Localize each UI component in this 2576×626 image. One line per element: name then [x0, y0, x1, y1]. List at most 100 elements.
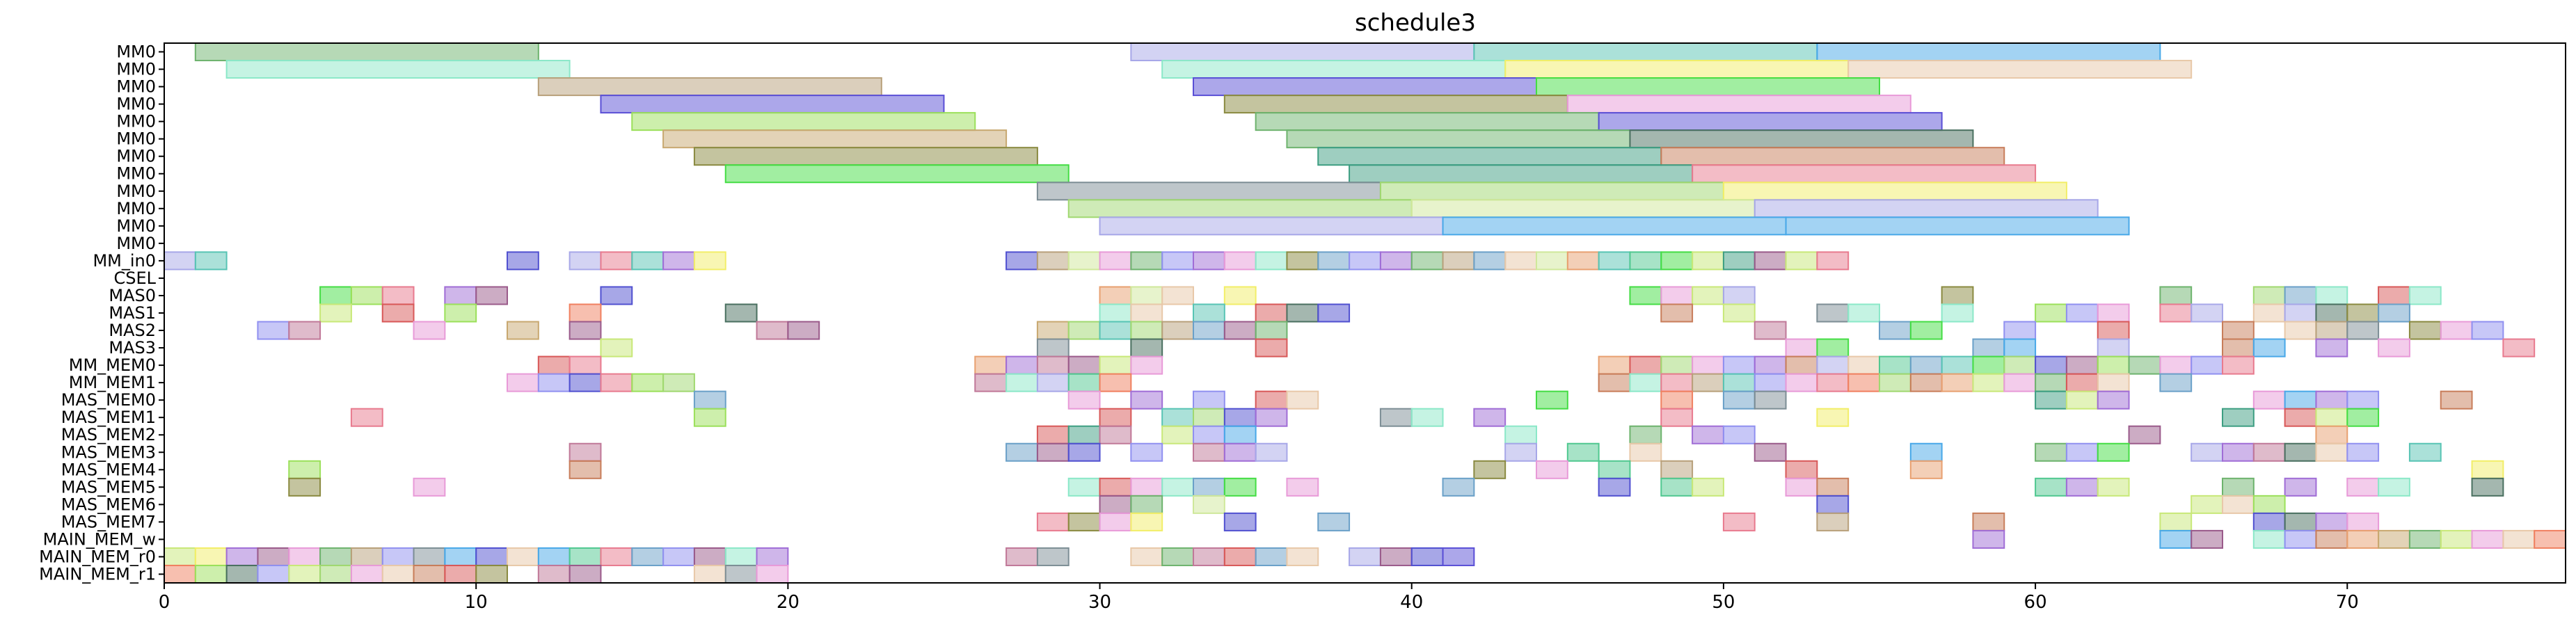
- schedule-bar: [1005, 547, 1038, 566]
- schedule-bar: [2284, 529, 2317, 549]
- schedule-bar: [1972, 338, 2005, 358]
- schedule-bar: [1566, 95, 1911, 114]
- schedule-bar: [1099, 321, 1132, 340]
- schedule-bar: [2097, 338, 2130, 358]
- schedule-bar: [2315, 321, 2348, 340]
- schedule-bar: [537, 77, 882, 97]
- schedule-bar: [2191, 495, 2224, 514]
- schedule-bar: [1660, 286, 1694, 305]
- x-tick-label: 70: [2336, 592, 2359, 613]
- schedule-bar: [1223, 95, 1568, 114]
- y-tick-label: MAS_MEM1: [61, 408, 156, 427]
- schedule-bar: [2284, 321, 2317, 340]
- schedule-bar: [1598, 355, 1631, 375]
- schedule-bar: [600, 547, 633, 566]
- schedule-bar: [1099, 286, 1132, 305]
- schedule-bar: [1161, 477, 1194, 497]
- schedule-bar: [2502, 529, 2536, 549]
- schedule-bar: [1660, 251, 1694, 271]
- schedule-bar: [537, 547, 571, 566]
- schedule-bar: [1223, 251, 1257, 271]
- schedule-bar: [1722, 303, 1756, 323]
- schedule-bar: [1067, 442, 1101, 462]
- schedule-bar: [1223, 321, 1257, 340]
- schedule-bar: [1036, 338, 1070, 358]
- schedule-bar: [2284, 286, 2317, 305]
- schedule-bar: [2097, 355, 2130, 375]
- schedule-bar: [1223, 477, 1257, 497]
- schedule-bar: [631, 112, 976, 131]
- schedule-bar: [2315, 442, 2348, 462]
- schedule-bar: [1130, 355, 1163, 375]
- schedule-bar: [2284, 512, 2317, 531]
- schedule-bar: [1255, 547, 1288, 566]
- schedule-bar: [1130, 338, 1163, 358]
- schedule-bar: [1504, 425, 1538, 444]
- schedule-bar: [194, 547, 228, 566]
- schedule-bar: [1130, 251, 1163, 271]
- x-tick-label: 20: [777, 592, 800, 613]
- x-tick-label: 60: [2024, 592, 2047, 613]
- schedule-bar: [1349, 251, 1381, 271]
- schedule-bar: [1972, 529, 2005, 549]
- schedule-bar: [1598, 112, 1943, 131]
- schedule-bar: [1566, 442, 1600, 462]
- y-tick-label: MM_MEM0: [69, 355, 156, 375]
- schedule-bar: [1161, 251, 1194, 271]
- schedule-bar: [1130, 512, 1163, 531]
- y-tick-label: MM0: [116, 129, 156, 149]
- schedule-bar: [2035, 373, 2067, 392]
- schedule-bar: [2159, 512, 2193, 531]
- schedule-bar: [1379, 547, 1413, 566]
- schedule-bar: [1692, 425, 1724, 444]
- schedule-bar: [2315, 303, 2348, 323]
- schedule-bar: [1816, 42, 2161, 62]
- schedule-bar: [2065, 303, 2099, 323]
- schedule-bar: [1941, 286, 1974, 305]
- schedule-bar: [1005, 251, 1038, 271]
- schedule-bar: [1972, 355, 2005, 375]
- schedule-bar: [2097, 390, 2130, 410]
- schedule-bar: [1161, 321, 1194, 340]
- y-tick-label: MAIN_MEM_r0: [39, 547, 156, 566]
- schedule-bar: [1317, 303, 1351, 323]
- schedule-bar: [2502, 338, 2536, 358]
- schedule-bar: [2315, 512, 2348, 531]
- y-tick-label: MAS0: [109, 286, 156, 305]
- schedule-bar: [1816, 477, 1850, 497]
- schedule-bar: [662, 251, 695, 271]
- schedule-bar: [2346, 477, 2380, 497]
- schedule-bar: [2284, 408, 2317, 427]
- schedule-bar: [444, 564, 477, 584]
- schedule-bar: [569, 373, 602, 392]
- schedule-bar: [1722, 355, 1756, 375]
- schedule-bar: [2315, 408, 2348, 427]
- schedule-bar: [507, 373, 539, 392]
- schedule-bar: [2378, 286, 2410, 305]
- schedule-bar: [381, 303, 415, 323]
- schedule-bar: [2097, 373, 2130, 392]
- schedule-bar: [1223, 442, 1257, 462]
- schedule-bar: [1067, 251, 1101, 271]
- schedule-bar: [2408, 529, 2442, 549]
- schedule-bar: [1941, 373, 1974, 392]
- schedule-bar: [569, 251, 602, 271]
- schedule-bar: [1816, 338, 1850, 358]
- schedule-bar: [1255, 390, 1288, 410]
- schedule-bar: [693, 251, 726, 271]
- schedule-bar: [1161, 547, 1194, 566]
- schedule-bar: [1099, 251, 1132, 271]
- schedule-bar: [1879, 355, 1911, 375]
- schedule-bar: [724, 164, 1070, 184]
- schedule-bar: [2471, 529, 2504, 549]
- schedule-bar: [1847, 303, 1881, 323]
- schedule-bar: [1816, 251, 1850, 271]
- x-tick-label: 30: [1088, 592, 1111, 613]
- schedule-bar: [2440, 321, 2473, 340]
- schedule-bar: [2471, 321, 2504, 340]
- schedule-bar: [350, 547, 383, 566]
- schedule-bar: [1692, 164, 2037, 184]
- x-axis: 0 10 20 30 40 50 60 70: [159, 583, 2359, 613]
- schedule-bar: [2284, 442, 2317, 462]
- schedule-bar: [1816, 355, 1850, 375]
